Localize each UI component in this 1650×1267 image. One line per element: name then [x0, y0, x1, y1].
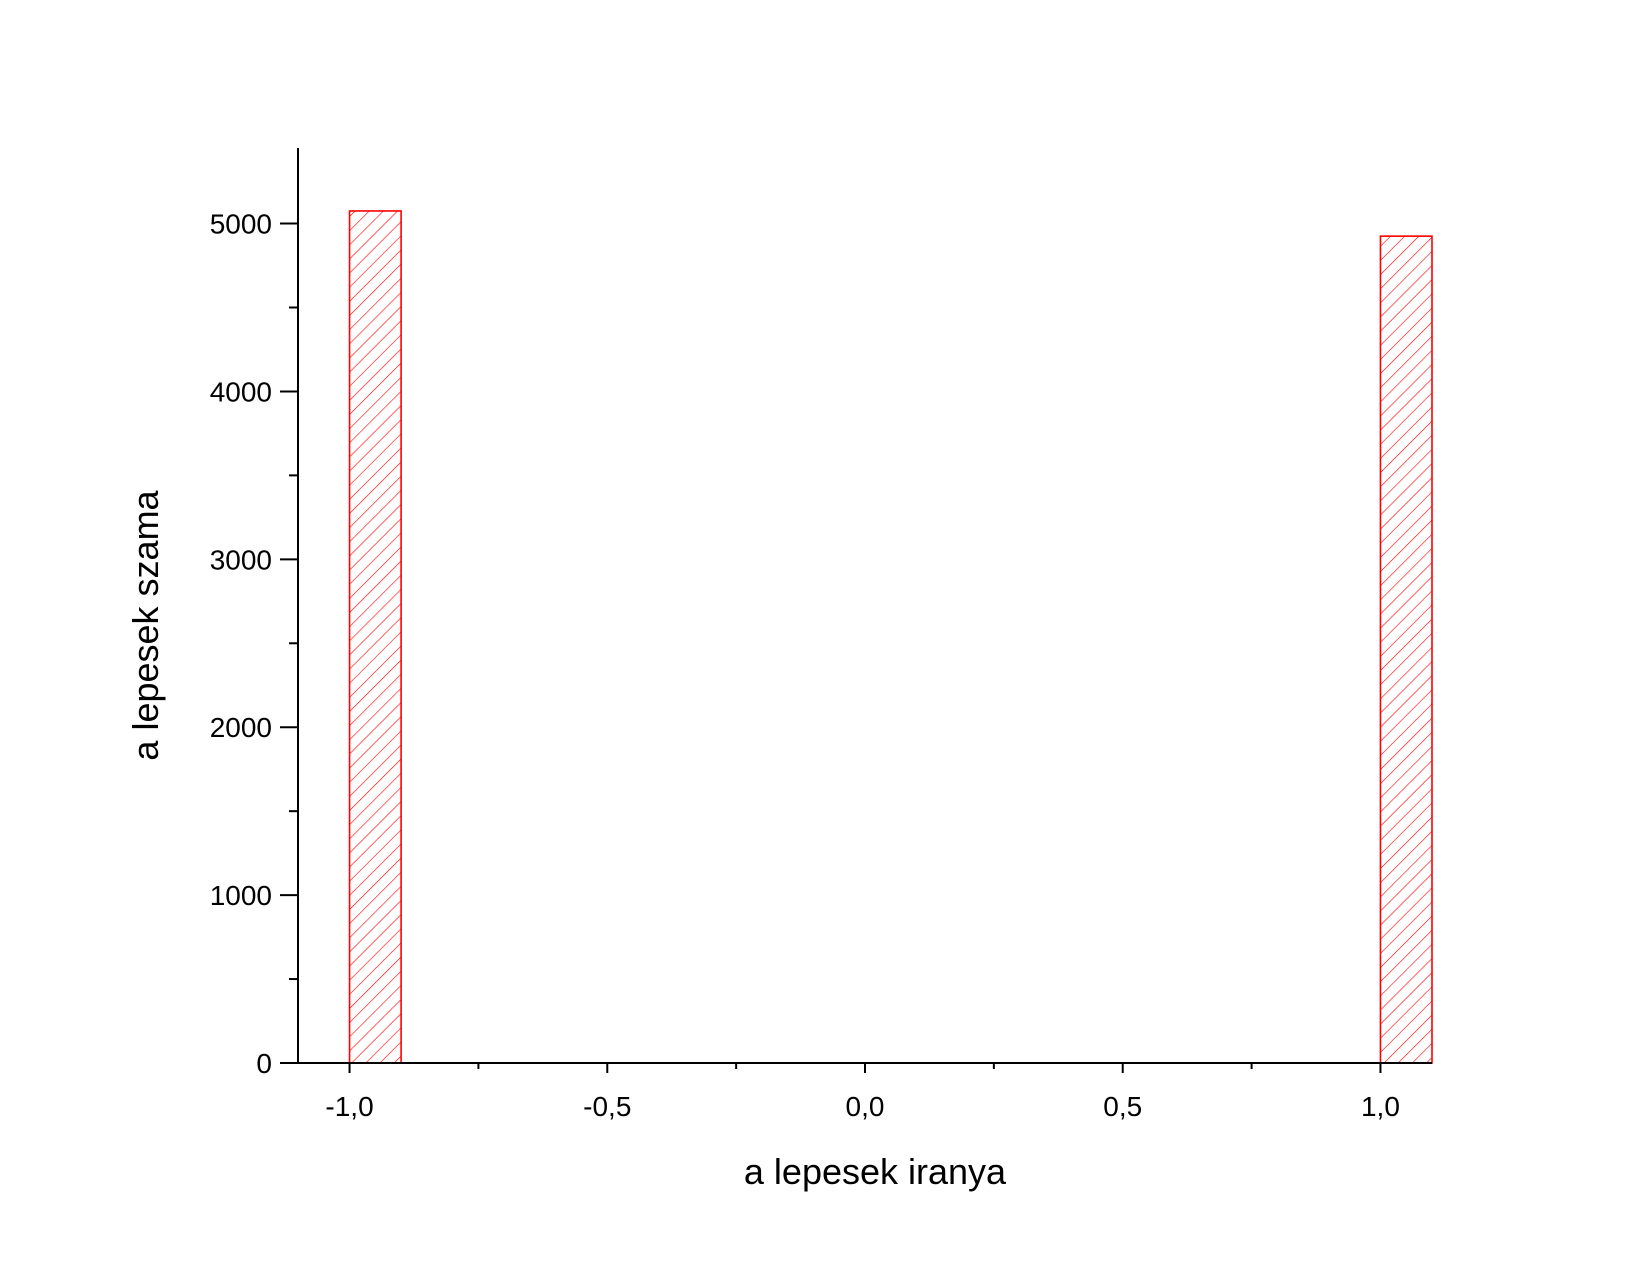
x-tick-label: -0,5 — [583, 1091, 631, 1122]
y-tick-label: 0 — [256, 1048, 272, 1079]
x-tick-label: -1,0 — [325, 1091, 373, 1122]
x-tick-label: 0,5 — [1103, 1091, 1142, 1122]
ticks-group: -1,0 -0,5 0,0 0,5 1,0 0 1000 2000 3000 4000 5000 — [210, 209, 1400, 1122]
x-tick-label: 1,0 — [1361, 1091, 1400, 1122]
y-axis-title: a lepesek szama — [125, 489, 166, 760]
y-tick-label: 2000 — [210, 712, 272, 743]
bars-group — [348, 210, 1433, 1064]
y-tick-label: 3000 — [210, 544, 272, 575]
x-tick-label: 0,0 — [846, 1091, 885, 1122]
bar-1 — [1379, 235, 1433, 1064]
axes-group — [297, 148, 1432, 1064]
x-axis-title: a lepesek iranya — [744, 1151, 1007, 1192]
y-tick-label: 4000 — [210, 376, 272, 407]
y-tick-label: 1000 — [210, 880, 272, 911]
y-tick-label: 5000 — [210, 209, 272, 240]
bar-0 — [348, 210, 402, 1064]
